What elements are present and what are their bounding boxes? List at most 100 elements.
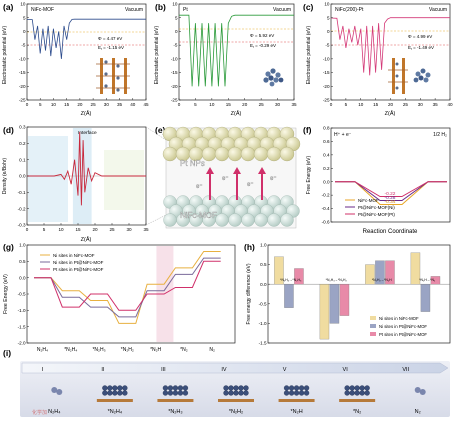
panel-f-frame [330, 127, 451, 223]
panel-b-x-tick-label: 10 [209, 102, 215, 107]
panel-f-y-tick-label: 0.4 [323, 152, 330, 157]
panel-i-stage-numeral: V [283, 367, 287, 373]
panel-b-vacuum-label: Vacuum [273, 7, 291, 13]
pt-atom [243, 385, 249, 391]
panel-h-y-tick-label: 1.0 [260, 243, 267, 248]
panel-c-y-tick-label: -20 [323, 84, 330, 89]
panel-a: (a) NiFc-MOF Vacuum Φ = 4.47 eV Ef = -1.… [2, 2, 149, 117]
panel-h-group-label: *N₂H→*N₂ [419, 278, 436, 282]
pt-atom [253, 146, 269, 162]
panel-i-stage-numeral: VII [402, 367, 409, 373]
panel-g-y-tick-label: -0.5 [18, 292, 26, 297]
panel-g-x-tick-label: N₂ [209, 347, 215, 353]
pt-atom [223, 390, 229, 396]
panel-i-species-label: *N₂H₃ [168, 409, 182, 415]
pt-atom [288, 385, 295, 391]
panel-h-bar [294, 268, 304, 285]
panel-g-letter: (g) [3, 242, 14, 252]
pt-atom [167, 385, 174, 391]
panel-i-watermark: 化学加 [32, 409, 47, 416]
panel-g-legend-0: Ni sites in NiFc-MOF [53, 253, 95, 258]
panel-g-series-0 [34, 251, 221, 324]
panel-h-legend-0: Ni sites in NiFc-MOF [379, 316, 419, 321]
mof-substrate [278, 399, 315, 402]
panel-i-stage-numeral: IV [221, 367, 227, 373]
panel-b-ef: Ef = -0.29 eV [250, 43, 276, 49]
pt-atom [349, 390, 355, 396]
molecule [414, 387, 421, 393]
panel-h-y-tick-label: 0.0 [260, 282, 267, 287]
pt-atom [182, 390, 189, 396]
pt-atom [117, 390, 123, 396]
panel-g-x-tick-label: *N₂H [150, 347, 161, 353]
panel-d-xlabel: Z(Å) [81, 236, 92, 243]
panel-b-y-tick-label: -25 [171, 98, 178, 103]
panel-b-y-tick-label: 5 [175, 15, 178, 20]
pt-atom [344, 390, 350, 396]
panel-a-frame [26, 3, 147, 101]
panel-d-interface-label: Interface [78, 130, 97, 136]
pt-atom [298, 390, 305, 396]
pt-atom [238, 390, 244, 396]
pt-atom [167, 390, 174, 396]
pt-atom [107, 390, 113, 396]
panel-b-y-tick-label: 0 [175, 29, 178, 34]
pt-atom [298, 385, 305, 391]
panel-a-structure [96, 58, 130, 94]
panel-g-x-tick-label: *N₂ [180, 347, 188, 353]
panel-e-electron-4: e⁻ [270, 176, 277, 182]
panel-a-y-tick-label: 5 [23, 15, 26, 20]
panel-f-legend-2: Pt@NiFc-MOF(Pt) [358, 212, 395, 217]
panel-c-y-tick-label: -25 [323, 98, 330, 103]
panel-a-x-tick-label: 0 [26, 102, 29, 107]
mof-atom [163, 213, 177, 227]
panel-b-x-tick-label: 35 [291, 102, 297, 107]
panel-f-y-tick-label: 0.2 [323, 166, 330, 171]
pt-atom [359, 390, 365, 396]
panel-b-y-tick-label: -10 [171, 56, 178, 61]
panel-c-x-tick-label: 5 [345, 102, 348, 107]
pt-atom [293, 390, 300, 396]
panel-d-axes: 0 5 10 15 20 25 30 35 0.3 0.2 0.1 0.0 -0.1 -0.2 -0.3 [18, 125, 149, 232]
panel-h-legend: Ni sites in NiFc-MOF Ni sites in Pt@NiFc… [370, 316, 427, 337]
panel-c-y-tick-label: -10 [323, 56, 330, 61]
panel-f-value-pt: -0.22 [385, 191, 396, 197]
panel-f-right-label: 1/2 H₂ [433, 132, 447, 138]
panel-h-y-tick-label: -0.5 [259, 301, 267, 306]
panel-a-x-tick-label: 20 [77, 102, 83, 107]
panel-c-x-tick-label: 35 [433, 102, 439, 107]
panel-i-stage-numeral: II [101, 367, 105, 373]
panel-a-y-tick-label: 10 [20, 2, 26, 7]
molecule [419, 389, 426, 395]
mof-substrate [218, 399, 254, 402]
panel-f-y-tick-label: 0.6 [323, 139, 330, 144]
pt-atom [172, 385, 179, 391]
panel-a-y-tick-label: -20 [19, 84, 26, 89]
panel-d-x-tick-label: 20 [92, 227, 98, 232]
panel-g-x-tick-label: *N₂H₄ [64, 347, 77, 353]
panel-g-y-tick-label: -2.0 [18, 341, 26, 346]
panel-h-frame [267, 244, 451, 344]
panel-b-y-tick-label: -5 [173, 43, 178, 48]
pt-atom [233, 390, 239, 396]
panel-g-ylabel: Free Energy (eV) [3, 274, 9, 314]
mof-atom [228, 213, 242, 227]
panel-c-x-tick-label: 10 [358, 102, 364, 107]
panel-a-xlabel: Z(Å) [81, 110, 92, 117]
pt-atom [283, 390, 290, 396]
panel-a-vacuum-label: Vacuum [125, 7, 143, 13]
pt-atom [359, 385, 365, 391]
panel-d-x-tick-label: 15 [75, 227, 81, 232]
panel-h: (h) *N₂H₄→*N₂H₃ *N₂H₃→*N₂H₂ *N₂H₂→*N₂H *N₂H… [244, 242, 451, 346]
panel-h-bar [274, 256, 284, 285]
panel-h-letter: (h) [244, 242, 255, 252]
panel-g-y-tick-label: 0.0 [19, 275, 26, 280]
pt-atom [102, 390, 108, 396]
panel-c-ef: Ef = -1.49 eV [408, 45, 434, 51]
panel-h-bar [329, 284, 340, 324]
panel-d-mof-region [28, 136, 68, 222]
panel-b-y-tick-label: -15 [171, 70, 178, 75]
panel-h-bar [385, 260, 395, 285]
panel-d-y-tick-label: -0.3 [18, 223, 26, 228]
panel-i-species-label: N₂ [415, 409, 421, 415]
